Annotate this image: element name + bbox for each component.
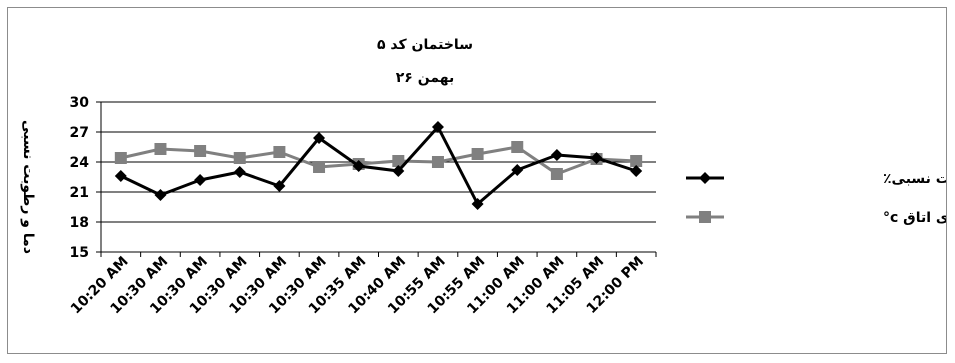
diamond-point (550, 149, 563, 161)
legend-label: دما ی هوای اتاق c° (883, 210, 946, 226)
diamond-point (194, 174, 207, 186)
square-point (154, 143, 167, 155)
y-tick-label: 15 (70, 245, 89, 261)
square-point (313, 161, 326, 173)
square-point (550, 168, 563, 180)
square-point (233, 152, 246, 164)
y-tick-labels: 15 18 21 24 27 30 (70, 95, 90, 261)
diamond-point (154, 189, 167, 201)
square-point (392, 155, 405, 167)
diamond-point (392, 165, 405, 177)
diamond-point (590, 152, 603, 164)
diamond-point (114, 170, 127, 182)
diamond-point (511, 164, 524, 176)
line-chart: ساختمان کد ۵ ۲۶ بهمن دما و رطوبت نسبی 15… (20, 37, 955, 318)
y-tick-label: 18 (70, 215, 89, 231)
square-point (511, 141, 524, 153)
square-point (194, 145, 207, 157)
legend: رطوبت نسبی٪ دما ی هوای اتاق c° (686, 171, 955, 226)
y-tick-label: 27 (70, 125, 89, 141)
square-point (630, 155, 643, 167)
y-tick-label: 21 (70, 185, 89, 201)
legend-diamond-marker (699, 172, 711, 184)
diamond-point (273, 180, 286, 192)
diamond-point (431, 121, 444, 133)
series-layer (114, 121, 643, 210)
diamond-point (630, 165, 643, 177)
diamond-point (313, 132, 326, 144)
series-line (120, 125, 637, 206)
y-tick-label: 30 (70, 95, 90, 111)
y-axis-label: دما و رطوبت نسبی (20, 120, 36, 254)
chart-title: ساختمان کد ۵ (377, 37, 473, 53)
square-point (471, 148, 484, 160)
y-tick-label: 24 (70, 155, 90, 171)
square-point (431, 156, 444, 168)
chart-subtitle: ۲۶ بهمن (396, 70, 454, 86)
diamond-point (471, 198, 484, 210)
axes (96, 101, 657, 257)
chart-frame: ساختمان کد ۵ ۲۶ بهمن دما و رطوبت نسبی 15… (7, 7, 955, 354)
diamond-point (352, 160, 365, 172)
series-line (120, 145, 637, 176)
square-point (114, 152, 127, 164)
diamond-point (233, 166, 246, 178)
legend-square-marker (699, 211, 711, 223)
legend-label: رطوبت نسبی٪ (883, 171, 946, 187)
square-point (273, 146, 286, 158)
